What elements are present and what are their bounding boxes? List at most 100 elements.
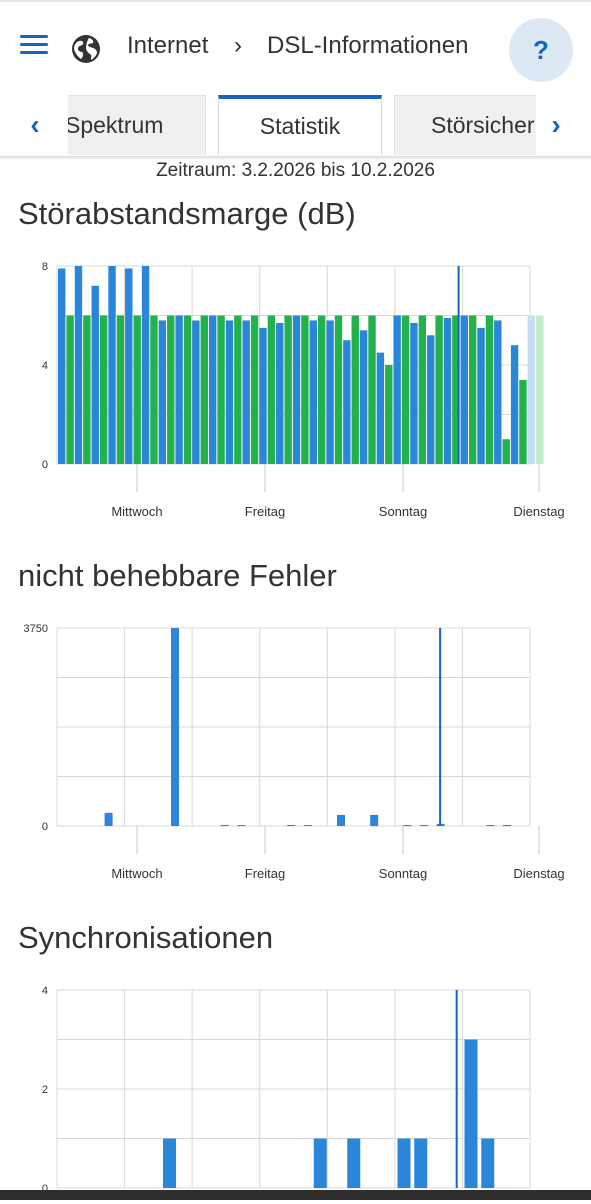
breadcrumb-internet[interactable]: Internet: [127, 32, 209, 59]
bar-blue: [242, 320, 250, 464]
tab-spektrum[interactable]: Spektrum: [68, 95, 206, 155]
bar-green: [234, 315, 242, 464]
bar-blue: [175, 315, 183, 464]
bar-blue: [220, 825, 229, 826]
bar-blue: [225, 320, 234, 464]
bar-green: [401, 315, 410, 464]
bar-blue: [141, 266, 150, 464]
bar-green: [519, 379, 527, 464]
top-border: [0, 0, 591, 2]
bar-green: [200, 315, 208, 464]
bar-blue: [477, 327, 485, 464]
bar-blue: [163, 1138, 176, 1188]
x-tick-label: Freitag: [245, 504, 285, 519]
tab-prev-chevron-icon[interactable]: ‹: [30, 109, 40, 140]
system-navigation-bar: [0, 1190, 591, 1200]
x-tick-label: Mittwoch: [111, 504, 162, 519]
y-tick-label: 4: [42, 985, 48, 997]
bar-green: [99, 315, 108, 464]
bar-green: [452, 315, 460, 464]
y-tick-label: 4: [42, 360, 48, 372]
bar-blue: [108, 266, 116, 464]
bar-green: [536, 315, 544, 464]
uncorrectable-errors-chart: 0 3750 Mittwoch Freitag Sonntag Dienstag: [24, 623, 565, 881]
bar-blue: [347, 1138, 361, 1188]
bar-blue: [337, 814, 345, 826]
bar-green: [150, 315, 158, 464]
x-tick-label: Dienstag: [513, 504, 564, 519]
bar-green: [250, 315, 259, 464]
bar-blue: [427, 335, 435, 464]
bar-green: [351, 315, 359, 464]
bar-blue: [376, 352, 385, 464]
bar-blue: [464, 1039, 478, 1188]
bar-green: [267, 315, 276, 464]
tab-strip: Spektrum Statistik Störsicherheit: [68, 90, 536, 158]
bar-green: [133, 315, 141, 464]
bar-green: [217, 315, 225, 464]
app-header: Internet › DSL-Informationen ?: [0, 2, 591, 90]
bar-green: [468, 315, 477, 464]
bar-blue: [460, 315, 468, 464]
chart-title-uncorrectable-errors: nicht behebbare Fehler: [18, 558, 337, 593]
globe-icon: [72, 35, 100, 63]
bar-green: [334, 315, 343, 464]
x-tick-label: Sonntag: [379, 866, 427, 881]
bar-green: [502, 439, 510, 464]
y-tick-label: 0: [42, 821, 48, 833]
bar-blue: [208, 315, 217, 464]
bar-blue: [397, 1138, 411, 1188]
bar-green: [435, 315, 443, 464]
tab-statistik[interactable]: Statistik: [218, 95, 382, 155]
bar-blue: [486, 825, 495, 826]
bar-blue: [503, 825, 511, 826]
bar-green: [301, 315, 309, 464]
bar-blue: [326, 320, 334, 464]
help-button[interactable]: ?: [509, 18, 573, 82]
bar-blue: [510, 345, 519, 464]
bar-green: [183, 315, 192, 464]
bar-green: [116, 315, 125, 464]
tab-stoersicherheit[interactable]: Störsicherheit: [394, 95, 536, 155]
bar-blue: [343, 340, 351, 464]
bar-green: [385, 365, 393, 464]
bar-blue: [125, 268, 133, 464]
breadcrumb-separator-icon: ›: [234, 32, 242, 59]
tab-bar-shadow: [0, 156, 591, 160]
bar-blue: [74, 266, 83, 464]
tab-next-chevron-icon[interactable]: ›: [551, 109, 561, 140]
x-tick-label: Dienstag: [513, 866, 564, 881]
snr-margin-chart: 0 4 8 Mittwoch Freitag Sonntag Dienstag: [42, 261, 565, 519]
bar-blue: [393, 315, 401, 464]
bar-blue: [237, 825, 246, 826]
bar-blue: [420, 824, 428, 826]
x-tick-label: Sonntag: [379, 504, 427, 519]
bar-blue: [313, 1138, 327, 1188]
bar-blue: [303, 825, 312, 826]
bar-blue: [414, 1138, 428, 1188]
bar-green: [485, 315, 494, 464]
bar-blue: [494, 320, 502, 464]
chart-title-synchronizations: Synchronisationen: [18, 920, 274, 955]
period-label: Zeitraum: 3.2.2026 bis 10.2.2026: [156, 160, 435, 181]
bar-blue: [292, 315, 301, 464]
y-tick-label: 0: [42, 459, 48, 471]
bar-green: [284, 315, 292, 464]
hamburger-menu-icon[interactable]: [18, 32, 50, 64]
y-tick-label: 0: [42, 1183, 48, 1195]
bar-green: [317, 315, 326, 464]
bar-blue: [158, 320, 167, 464]
y-tick-label: 3750: [24, 623, 48, 635]
bar-blue: [104, 812, 113, 826]
y-tick-label: 8: [42, 261, 48, 273]
x-tick-label: Freitag: [245, 866, 285, 881]
synchronizations-chart: 0 2 4: [42, 985, 531, 1195]
breadcrumb-dsl-informationen: DSL-Informationen: [267, 32, 469, 59]
x-tick-label: Mittwoch: [111, 866, 162, 881]
bar-blue: [527, 315, 536, 464]
bar-blue: [287, 825, 296, 826]
bar-green: [418, 315, 427, 464]
bar-blue: [58, 268, 66, 464]
bar-green: [368, 315, 376, 464]
bar-blue: [171, 628, 179, 826]
